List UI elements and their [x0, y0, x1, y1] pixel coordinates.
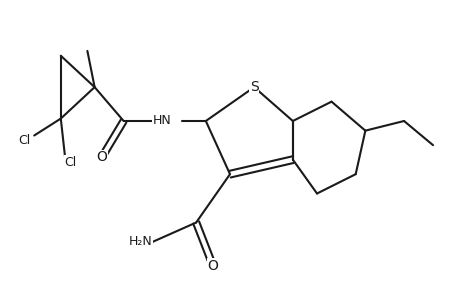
Text: S: S [249, 80, 258, 94]
Text: Cl: Cl [18, 134, 31, 147]
Text: H₂N: H₂N [129, 236, 152, 248]
Text: O: O [207, 259, 218, 273]
Text: HN: HN [152, 115, 171, 128]
Text: O: O [96, 150, 107, 164]
Text: Cl: Cl [64, 156, 76, 169]
